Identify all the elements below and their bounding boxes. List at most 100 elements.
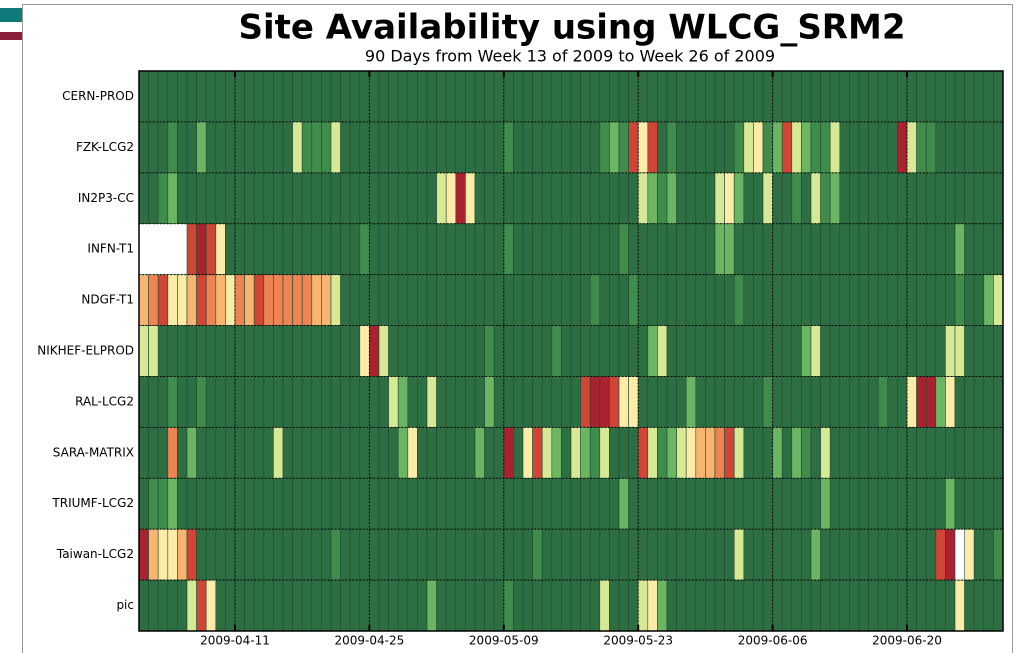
heatmap-cell <box>330 325 341 377</box>
heatmap-cell <box>599 274 610 326</box>
heatmap-cell <box>292 528 303 581</box>
y-tick-label: NDGF-T1 <box>81 293 134 307</box>
heatmap-cell <box>561 376 572 428</box>
heatmap-cell <box>964 172 975 225</box>
heatmap-cell <box>666 325 677 377</box>
heatmap-cell <box>561 70 572 123</box>
heatmap-cell <box>887 325 898 377</box>
heatmap-cell <box>599 121 610 174</box>
heatmap-cell <box>417 172 428 225</box>
heatmap-cell <box>993 172 1004 225</box>
heatmap-cell <box>647 376 658 428</box>
heatmap-cell <box>321 274 332 326</box>
heatmap-cell <box>177 70 188 123</box>
heatmap-cell <box>973 172 985 225</box>
heatmap-cell <box>935 376 946 428</box>
heatmap-cell <box>301 579 313 632</box>
heatmap-cell <box>858 376 869 428</box>
heatmap-cell <box>868 70 879 123</box>
heatmap-cell <box>541 70 553 123</box>
heatmap-cell <box>321 223 332 275</box>
heatmap-cell <box>551 274 562 326</box>
heatmap-cell <box>417 223 428 275</box>
heatmap-cell <box>580 223 591 275</box>
heatmap-cell <box>897 579 908 632</box>
heatmap-cell <box>772 579 783 632</box>
heatmap-cell <box>522 427 533 479</box>
heatmap-cell <box>263 274 274 326</box>
heatmap-cell <box>292 579 303 632</box>
heatmap-cell <box>493 274 505 326</box>
heatmap-cell <box>724 427 735 479</box>
heatmap-cell <box>330 579 341 632</box>
heatmap-cell <box>743 325 754 377</box>
heatmap-cell <box>551 376 562 428</box>
heatmap-cell <box>465 427 476 479</box>
heatmap-cell <box>743 477 754 530</box>
heatmap-cell <box>839 528 850 581</box>
heatmap-cell <box>868 528 879 581</box>
heatmap-cell <box>772 528 783 581</box>
heatmap-cell <box>685 325 697 377</box>
heatmap-cell <box>570 427 581 479</box>
heatmap-cell <box>273 223 284 275</box>
heatmap-cell <box>580 376 591 428</box>
heatmap-cell <box>340 70 351 123</box>
heatmap-cell <box>177 376 188 428</box>
heatmap-cell <box>225 121 236 174</box>
heatmap-cell <box>791 579 802 632</box>
heatmap-cell <box>445 70 457 123</box>
heatmap-cell <box>993 579 1004 632</box>
heatmap-cell <box>772 223 783 275</box>
heatmap-cell <box>503 121 514 174</box>
heatmap-cell <box>465 579 476 632</box>
heatmap-cell <box>580 121 591 174</box>
heatmap-cell <box>925 70 937 123</box>
heatmap-cell <box>580 579 591 632</box>
heatmap-cell <box>301 427 313 479</box>
heatmap-cell <box>580 172 591 225</box>
heatmap-cell <box>493 223 505 275</box>
heatmap-cell <box>935 477 946 530</box>
heatmap-cell <box>253 70 265 123</box>
heatmap-cell <box>743 427 754 479</box>
heatmap-cell <box>493 172 505 225</box>
heatmap-cell <box>474 376 485 428</box>
heatmap-cell <box>839 274 850 326</box>
heatmap-cell <box>205 172 217 225</box>
heatmap-cell <box>253 579 265 632</box>
heatmap-cell <box>637 70 649 123</box>
heatmap-cell <box>522 528 533 581</box>
heatmap-cell <box>205 427 217 479</box>
heatmap-cell <box>234 579 245 632</box>
heatmap-cell <box>359 528 370 581</box>
heatmap-cell <box>657 528 668 581</box>
heatmap-cell <box>225 223 236 275</box>
heatmap-cell <box>973 274 985 326</box>
heatmap-cell <box>436 325 447 377</box>
heatmap-cell <box>340 579 351 632</box>
heatmap-cell <box>714 274 725 326</box>
heatmap-cell <box>253 274 265 326</box>
heatmap-cell <box>513 376 524 428</box>
heatmap-cell <box>215 376 226 428</box>
heatmap-cell <box>609 121 620 174</box>
heatmap-cell <box>455 477 466 530</box>
heatmap-cell <box>868 172 879 225</box>
heatmap-cell <box>647 579 658 632</box>
heatmap-cell <box>810 325 821 377</box>
heatmap-cell <box>724 376 735 428</box>
heatmap-cell <box>417 579 428 632</box>
heatmap-cell <box>417 477 428 530</box>
heatmap-cell <box>282 376 293 428</box>
heatmap-cell <box>215 172 226 225</box>
heatmap-cell <box>301 274 313 326</box>
heatmap-cell <box>964 223 975 275</box>
heatmap-cell <box>877 172 889 225</box>
heatmap-cell <box>157 579 169 632</box>
heatmap-cell <box>973 376 985 428</box>
heatmap-cell <box>321 70 332 123</box>
heatmap-cell <box>887 427 898 479</box>
heatmap-cell <box>762 528 773 581</box>
heatmap-cell <box>647 121 658 174</box>
